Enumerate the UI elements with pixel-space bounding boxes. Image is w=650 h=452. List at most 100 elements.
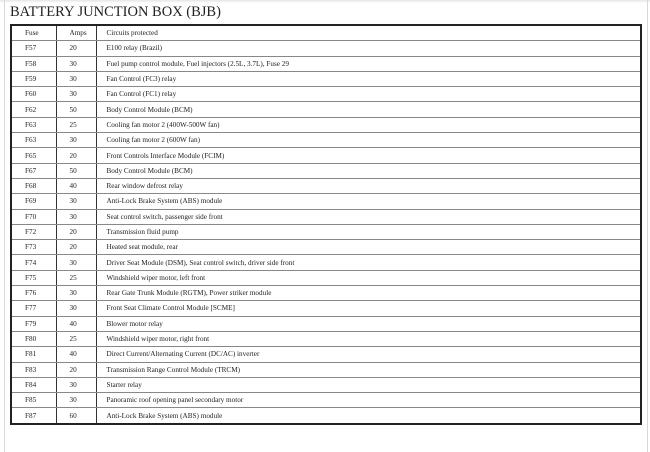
fuse-cell: F75 <box>11 270 57 287</box>
fuse-cell: F69 <box>11 193 57 210</box>
table-row: F67 50 Body Control Module (BCM) <box>11 163 641 179</box>
fuse-cell: F72 <box>11 224 57 241</box>
circuit-cell: Cooling fan motor 2 (400W-500W fan) <box>96 117 641 134</box>
right-divider <box>647 0 648 452</box>
table-row: F83 20 Transmission Range Control Module (… <box>11 362 641 378</box>
fuse-table: Fuse Amps Circuits protected F57 20 E100 r… <box>10 24 642 425</box>
amps-cell: 30 <box>56 71 97 88</box>
circuit-cell: Anti-Lock Brake System (ABS) module <box>96 407 641 425</box>
header-fuse: Fuse <box>11 25 57 42</box>
fuse-cell: F70 <box>11 209 57 225</box>
fuse-cell: F59 <box>11 71 57 88</box>
amps-cell: 25 <box>56 270 97 287</box>
fuse-cell: F85 <box>11 392 57 409</box>
fuse-cell: F74 <box>11 254 57 271</box>
amps-cell: 40 <box>56 178 97 195</box>
table-row: F68 40 Rear window defrost relay <box>11 178 641 195</box>
circuit-cell: Panoramic roof opening panel secondary m… <box>96 392 641 409</box>
circuit-cell: Body Control Module (BCM) <box>96 163 641 179</box>
amps-cell: 30 <box>56 132 97 149</box>
circuit-cell: Anti-Lock Brake System (ABS) module <box>96 193 641 210</box>
fuse-cell: F62 <box>11 101 57 118</box>
amps-cell: 20 <box>56 147 97 164</box>
circuit-cell: Front Controls Interface Module (FCIM) <box>96 147 641 164</box>
table-row: F84 30 Starter relay <box>11 377 641 394</box>
table-row: F72 20 Transmission fluid pump <box>11 224 641 241</box>
circuit-cell: Blower motor relay <box>96 316 641 332</box>
circuit-cell: Fuel pump control module, Fuel injectors… <box>96 56 641 72</box>
header-circuits: Circuits protected <box>96 25 641 42</box>
amps-cell: 20 <box>56 362 97 378</box>
table-row: F63 25 Cooling fan motor 2 (400W-500W fan) <box>11 117 641 134</box>
amps-cell: 20 <box>56 224 97 241</box>
circuit-cell: Direct Current/Alternating Current (DC/A… <box>96 346 641 363</box>
amps-cell: 50 <box>56 101 97 118</box>
table-row: F69 30 Anti-Lock Brake System (ABS) module <box>11 193 641 210</box>
amps-cell: 30 <box>56 209 97 225</box>
amps-cell: 60 <box>56 407 97 425</box>
table-row: F77 30 Front Seat Climate Control Module [… <box>11 300 641 317</box>
table-header-row: Fuse Amps Circuits protected <box>11 25 641 42</box>
circuit-cell: Body Control Module (BCM) <box>96 101 641 118</box>
table-row: F79 40 Blower motor relay <box>11 316 641 332</box>
circuit-cell: Driver Seat Module (DSM), Seat control s… <box>96 254 641 271</box>
page-title: BATTERY JUNCTION BOX (BJB) <box>10 4 221 20</box>
fuse-cell: F67 <box>11 163 57 179</box>
table-row: F74 30 Driver Seat Module (DSM), Seat cont… <box>11 254 641 271</box>
table-row: F76 30 Rear Gate Trunk Module (RGTM), Powe… <box>11 285 641 302</box>
circuit-cell: Cooling fan motor 2 (600W fan) <box>96 132 641 149</box>
circuit-cell: Rear Gate Trunk Module (RGTM), Power str… <box>96 285 641 302</box>
fuse-cell: F58 <box>11 56 57 72</box>
fuse-cell: F63 <box>11 117 57 134</box>
amps-cell: 25 <box>56 117 97 134</box>
circuit-cell: Heated seat module, rear <box>96 239 641 256</box>
fuse-cell: F73 <box>11 239 57 256</box>
circuit-cell: E100 relay (Brazil) <box>96 40 641 57</box>
fuse-cell: F80 <box>11 331 57 348</box>
fuse-cell: F79 <box>11 316 57 332</box>
table-row: F60 30 Fan Control (FC1) relay <box>11 86 641 103</box>
fuse-cell: F84 <box>11 377 57 394</box>
fuse-cell: F83 <box>11 362 57 378</box>
table-row: F65 20 Front Controls Interface Module (FC… <box>11 147 641 164</box>
amps-cell: 50 <box>56 163 97 179</box>
left-divider <box>4 0 5 452</box>
table-row: F85 30 Panoramic roof opening panel second… <box>11 392 641 409</box>
amps-cell: 40 <box>56 346 97 363</box>
amps-cell: 30 <box>56 392 97 409</box>
amps-cell: 20 <box>56 239 97 256</box>
circuit-cell: Front Seat Climate Control Module [SCME] <box>96 300 641 317</box>
fuse-cell: F77 <box>11 300 57 317</box>
table-row: F59 30 Fan Control (FC3) relay <box>11 71 641 88</box>
circuit-cell: Windshield wiper motor, right front <box>96 331 641 348</box>
table-row: F58 30 Fuel pump control module, Fuel inje… <box>11 56 641 72</box>
amps-cell: 30 <box>56 254 97 271</box>
table-row: F57 20 E100 relay (Brazil) <box>11 40 641 57</box>
table-row: F63 30 Cooling fan motor 2 (600W fan) <box>11 132 641 149</box>
fuse-cell: F68 <box>11 178 57 195</box>
fuse-cell: F57 <box>11 40 57 57</box>
fuse-cell: F87 <box>11 407 57 425</box>
circuit-cell: Fan Control (FC3) relay <box>96 71 641 88</box>
fuse-cell: F60 <box>11 86 57 103</box>
circuit-cell: Fan Control (FC1) relay <box>96 86 641 103</box>
amps-cell: 25 <box>56 331 97 348</box>
circuit-cell: Transmission Range Control Module (TRCM) <box>96 362 641 378</box>
amps-cell: 30 <box>56 86 97 103</box>
amps-cell: 20 <box>56 40 97 57</box>
circuit-cell: Transmission fluid pump <box>96 224 641 241</box>
fuse-cell: F76 <box>11 285 57 302</box>
amps-cell: 30 <box>56 285 97 302</box>
circuit-cell: Starter relay <box>96 377 641 394</box>
amps-cell: 30 <box>56 193 97 210</box>
table-row: F70 30 Seat control switch, passenger side… <box>11 209 641 225</box>
amps-cell: 30 <box>56 377 97 394</box>
table-row: F75 25 Windshield wiper motor, left front <box>11 270 641 287</box>
circuit-cell: Windshield wiper motor, left front <box>96 270 641 287</box>
fuse-cell: F63 <box>11 132 57 149</box>
circuit-cell: Seat control switch, passenger side fron… <box>96 209 641 225</box>
header-amps: Amps <box>56 25 97 42</box>
amps-cell: 30 <box>56 300 97 317</box>
table-row: F81 40 Direct Current/Alternating Current … <box>11 346 641 363</box>
table-row: F73 20 Heated seat module, rear <box>11 239 641 256</box>
